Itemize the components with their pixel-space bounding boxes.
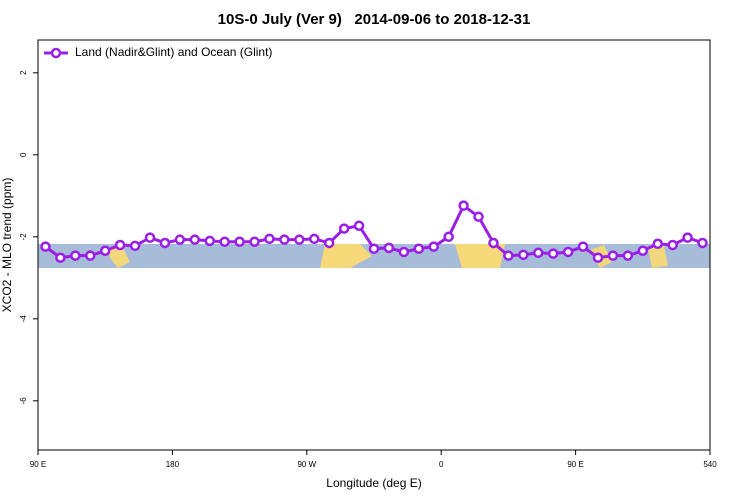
point — [697, 237, 708, 249]
y-tick-label: 2 — [19, 70, 28, 75]
point — [144, 232, 156, 243]
point — [219, 236, 230, 247]
point — [503, 250, 514, 261]
point — [249, 236, 260, 247]
y-tick-label: -4 — [19, 315, 28, 323]
point — [159, 237, 171, 249]
point — [129, 240, 141, 252]
point — [99, 245, 111, 256]
point — [323, 237, 335, 249]
point — [85, 250, 96, 261]
point — [353, 220, 365, 231]
point — [234, 236, 245, 247]
point — [413, 243, 425, 254]
point — [458, 200, 469, 211]
point — [189, 234, 201, 245]
point — [55, 252, 66, 263]
x-tick-label: 90 W — [297, 460, 316, 469]
point — [428, 241, 439, 252]
point — [577, 241, 589, 252]
y-tick-label: 0 — [19, 152, 28, 157]
legend-label: Land (Nadir&Glint) and Ocean (Glint) — [75, 45, 272, 59]
point — [607, 250, 619, 261]
point — [279, 234, 290, 245]
point — [70, 250, 81, 261]
point — [40, 241, 51, 252]
x-tick-label: 90 E — [30, 460, 46, 469]
point — [398, 246, 410, 258]
point — [533, 247, 544, 259]
point — [667, 239, 678, 251]
y-axis-label: XCO2 - MLO trend (ppm) — [0, 178, 14, 313]
point — [562, 246, 574, 258]
x-tick-label: 540 — [703, 460, 717, 469]
point — [174, 234, 186, 245]
point — [637, 245, 649, 256]
point — [114, 239, 126, 251]
point — [547, 248, 559, 259]
x-axis-label: Longitude (deg E) — [326, 476, 421, 490]
point — [443, 231, 454, 243]
point — [383, 242, 395, 254]
y-tick-label: -6 — [19, 397, 28, 405]
y-tick-label: -2 — [19, 233, 28, 241]
point — [622, 250, 634, 261]
point — [652, 238, 663, 250]
point — [682, 232, 693, 243]
plot-frame — [37, 39, 711, 451]
point — [309, 233, 320, 245]
point — [368, 243, 380, 254]
point — [473, 211, 484, 222]
x-tick-label: 0 — [439, 460, 444, 469]
point — [592, 252, 604, 263]
point — [294, 234, 305, 245]
legend-marker — [50, 47, 62, 59]
point — [204, 235, 215, 247]
point — [488, 237, 499, 249]
chart-title: 10S-0 July (Ver 9) 2014-09-06 to 2018-12… — [218, 11, 531, 28]
point — [518, 249, 529, 261]
x-tick-label: 180 — [166, 460, 180, 469]
point — [264, 233, 275, 245]
x-tick-label: 90 E — [567, 460, 583, 469]
point — [338, 223, 350, 234]
